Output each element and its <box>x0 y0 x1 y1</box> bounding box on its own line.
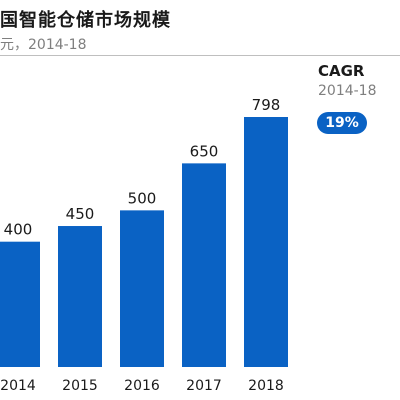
cagr-title: CAGR <box>318 62 365 80</box>
category-label-2018: 2018 <box>248 378 284 394</box>
cagr-badge: 19% <box>317 112 367 134</box>
category-label-2015: 2015 <box>62 378 98 394</box>
cagr-period: 2014-18 <box>318 83 377 99</box>
bar-2018 <box>244 117 288 367</box>
chart-title: 国智能仓储市场规模 <box>0 10 171 31</box>
bar-2016 <box>120 210 164 367</box>
bars-group <box>0 117 288 367</box>
bar-2015 <box>58 226 102 367</box>
value-label-2015: 450 <box>66 205 95 223</box>
bar-2017 <box>182 163 226 367</box>
category-labels-group: 2014 2015 2016 2017 2018 <box>0 378 284 394</box>
category-label-2017: 2017 <box>186 378 222 394</box>
chart-subtitle: 元，2014-18 <box>0 37 87 53</box>
header-divider <box>0 55 400 56</box>
value-label-2018: 798 <box>252 96 281 114</box>
value-label-2014: 400 <box>4 221 33 239</box>
bar-2014 <box>0 241 40 367</box>
category-label-2016: 2016 <box>124 378 160 394</box>
value-labels-group: 400 450 500 650 798 <box>4 96 281 239</box>
category-label-2014: 2014 <box>0 378 36 394</box>
value-label-2017: 650 <box>190 142 219 160</box>
value-label-2016: 500 <box>128 189 157 207</box>
